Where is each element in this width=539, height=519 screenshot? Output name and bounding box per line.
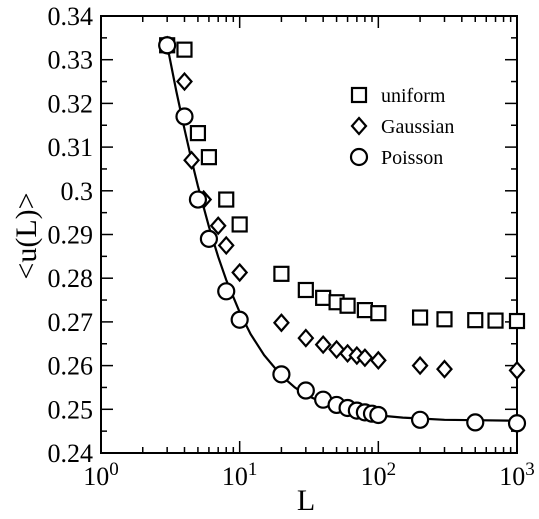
- legend-marker-gaussian: [350, 116, 368, 136]
- uniform-point: [176, 41, 193, 58]
- Poisson-point: [217, 282, 236, 301]
- y-tick-label: 0.28: [48, 264, 94, 293]
- y-axis: 0.24 0.25 0.26 0.27 0.28 0.29 0.3 0.31 0.32 0.33 0…: [48, 2, 517, 468]
- uniform-point: [370, 305, 387, 322]
- y-tick-label: 0.29: [48, 221, 94, 250]
- Poisson-point: [230, 310, 249, 329]
- uniform-point: [218, 191, 235, 208]
- uniform-point: [273, 265, 290, 282]
- y-tick-label: 0.31: [48, 133, 94, 162]
- uniform-point: [189, 125, 207, 142]
- Gaussian-point: [209, 216, 227, 236]
- uniform-point: [231, 216, 248, 233]
- Gaussian-point: [231, 262, 249, 283]
- Gaussian-point: [176, 71, 193, 92]
- x-tick-label: 102: [361, 459, 397, 491]
- uniform-point: [487, 312, 504, 329]
- Gaussian-point: [411, 355, 429, 376]
- uniform-point: [411, 309, 429, 326]
- x-tick-label: 103: [499, 459, 535, 491]
- Gaussian-point: [369, 350, 387, 371]
- Gaussian-point: [183, 150, 201, 170]
- uniform-point: [508, 312, 526, 330]
- y-tick-label: 0.33: [48, 46, 94, 75]
- data-markers: [158, 35, 527, 433]
- Gaussian-point: [297, 328, 315, 348]
- Gaussian-point: [217, 235, 235, 256]
- Poisson-point: [507, 414, 527, 433]
- Gaussian-point: [508, 360, 526, 381]
- y-tick-label: 0.32: [48, 89, 94, 118]
- uniform-point: [339, 297, 356, 314]
- uniform-point: [436, 311, 453, 328]
- Poisson-point: [466, 413, 485, 432]
- uniform-point: [356, 302, 373, 319]
- x-axis-title: L: [297, 484, 315, 517]
- Poisson-point: [296, 381, 315, 400]
- Gaussian-point: [314, 334, 332, 355]
- Poisson-point: [188, 190, 208, 209]
- Poisson-point: [410, 410, 430, 429]
- uniform-point: [297, 281, 314, 299]
- uniform-point: [315, 289, 332, 306]
- y-tick-label: 0.3: [61, 177, 94, 206]
- Poisson-point: [369, 405, 388, 425]
- y-axis-title: <u(L)>: [10, 192, 43, 279]
- Poisson-point: [199, 229, 219, 248]
- uniform-point: [467, 312, 484, 329]
- legend-marker-poisson: [349, 147, 369, 167]
- x-tick-label: 101: [222, 459, 258, 491]
- y-tick-label: 0.26: [48, 352, 94, 381]
- x-axis: 100 101 102 103: [83, 16, 535, 491]
- y-tick-label: 0.27: [48, 308, 94, 337]
- legend-marker-uniform: [350, 86, 368, 104]
- Gaussian-point: [436, 359, 453, 379]
- Gaussian-point: [356, 348, 374, 368]
- fit-curve-line: [166, 45, 518, 422]
- Poisson-point: [175, 107, 194, 126]
- uniform-point: [200, 149, 218, 166]
- legend-label-uniform: uniform: [381, 85, 446, 107]
- legend-label-poisson: Poisson: [381, 147, 443, 169]
- x-tick-label: 100: [83, 459, 119, 491]
- y-tick-label: 0.25: [48, 395, 94, 424]
- legend-label-gaussian: Gaussian: [381, 116, 454, 138]
- Poisson-point: [272, 365, 291, 384]
- y-tick-label: 0.34: [48, 2, 94, 31]
- Gaussian-point: [272, 313, 290, 333]
- legend: uniform Gaussian Poisson: [349, 85, 454, 169]
- y-tick-label: 0.24: [48, 439, 94, 468]
- Poisson-point: [158, 36, 177, 55]
